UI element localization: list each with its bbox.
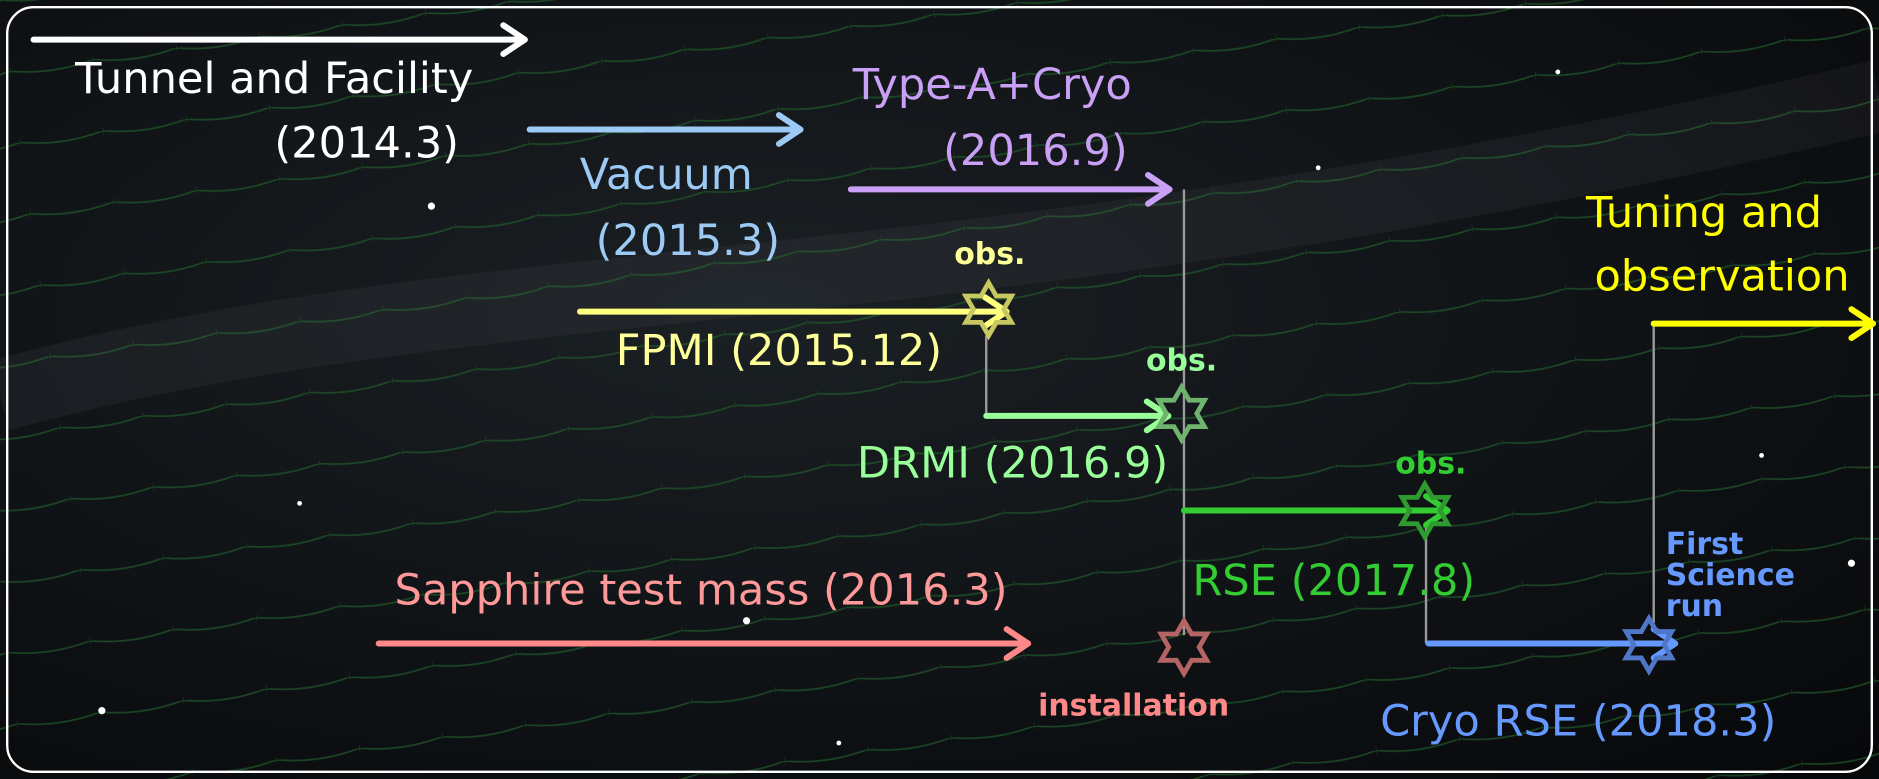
page: Roadmap {"tunnel": {"label": "Tunnel and… — [0, 0, 1879, 779]
label: FPMI (2015.12) — [616, 326, 942, 376]
label: RSE (2017.8) — [1192, 556, 1475, 606]
date: (2015.3) — [596, 216, 781, 266]
marker-label: obs. — [1395, 446, 1466, 481]
slide: Tunnel and Facility (2014.3) Vacuum (201… — [0, 0, 1879, 779]
body: Tunnel and Facility (2014.3) Vacuum (201… — [0, 0, 1879, 779]
marker-label: Science — [1666, 558, 1795, 593]
label: Vacuum — [580, 150, 753, 200]
label: Sapphire test mass (2016.3) — [395, 566, 1008, 616]
label: observation — [1594, 252, 1849, 302]
label: Cryo RSE (2018.3) — [1380, 696, 1776, 746]
marker-label: installation — [1038, 689, 1229, 724]
marker-label: obs. — [954, 237, 1025, 272]
marker-label: obs. — [1146, 343, 1217, 378]
label: Type-A+Cryo — [852, 60, 1132, 110]
label: DRMI (2016.9) — [857, 439, 1168, 489]
date: (2016.9) — [943, 126, 1128, 176]
label: Tunnel and Facility — [74, 54, 473, 104]
label: Tuning and — [1585, 188, 1822, 238]
date: (2014.3) — [274, 119, 459, 169]
marker-label: First — [1666, 527, 1744, 562]
grid-overlay — [0, 0, 1879, 779]
marker-label: run — [1666, 589, 1723, 624]
